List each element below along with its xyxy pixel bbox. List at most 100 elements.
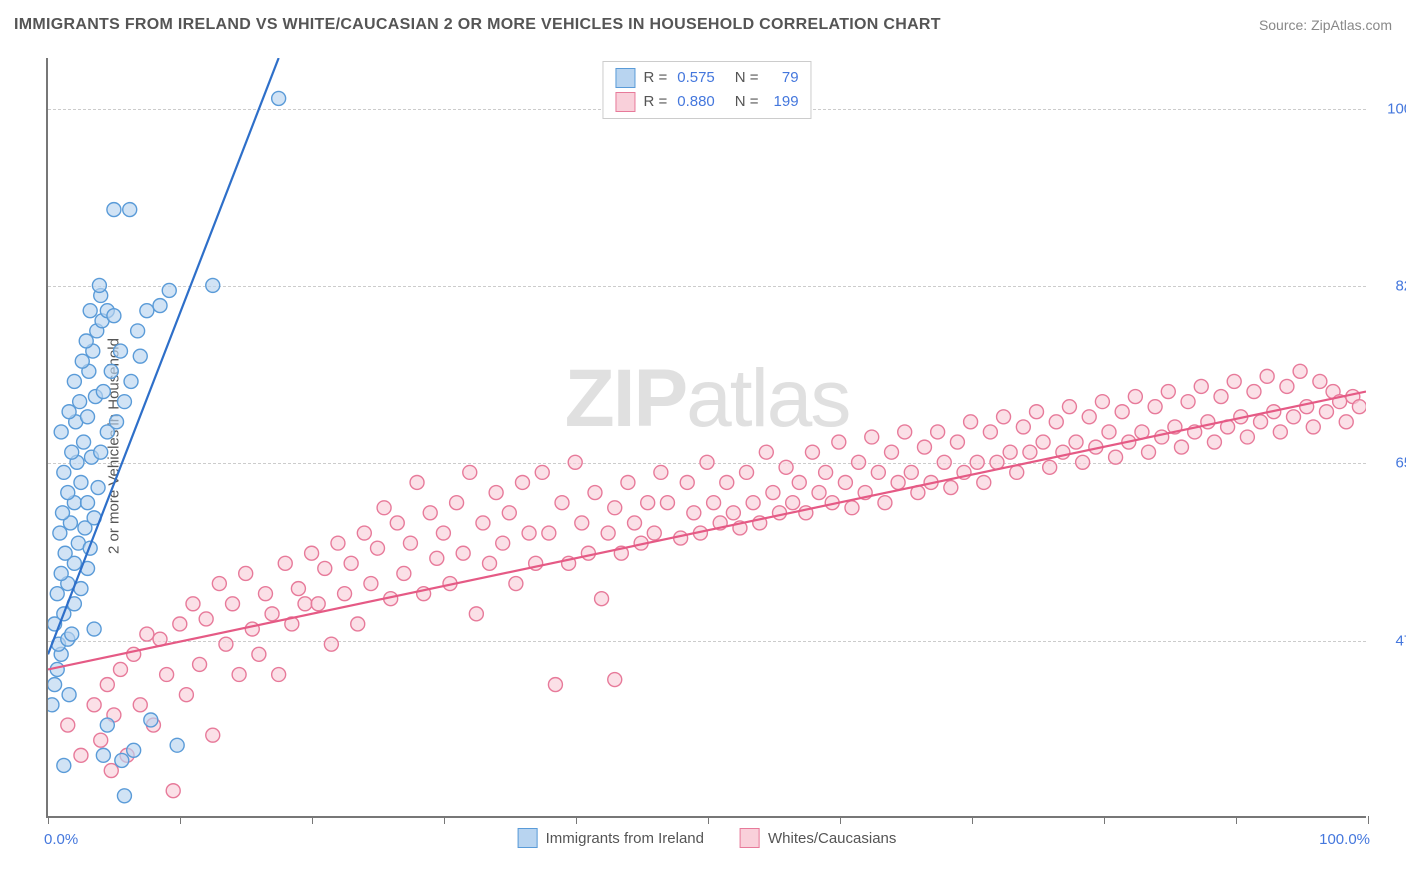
data-point [140, 304, 154, 318]
data-point [390, 516, 404, 530]
x-tick [1236, 816, 1237, 824]
data-point [117, 789, 131, 803]
data-point [48, 678, 62, 692]
data-point [65, 627, 79, 641]
data-point [226, 597, 240, 611]
data-point [410, 475, 424, 489]
data-point [845, 501, 859, 515]
data-point [1102, 425, 1116, 439]
data-point [687, 506, 701, 520]
data-point [87, 698, 101, 712]
data-point [885, 445, 899, 459]
data-point [298, 597, 312, 611]
data-point [278, 556, 292, 570]
y-tick-label: 65.0% [1374, 455, 1406, 472]
data-point [50, 587, 64, 601]
data-point [206, 278, 220, 292]
data-point [1194, 379, 1208, 393]
data-point [1339, 415, 1353, 429]
data-point [114, 662, 128, 676]
data-point [65, 445, 79, 459]
data-point [397, 566, 411, 580]
data-point [324, 637, 338, 651]
data-point [1115, 405, 1129, 419]
data-point [96, 385, 110, 399]
data-point [1062, 400, 1076, 414]
data-point [509, 577, 523, 591]
data-point [575, 516, 589, 530]
data-point [1306, 420, 1320, 434]
x-tick [1368, 816, 1369, 824]
data-point [351, 617, 365, 631]
data-point [1049, 415, 1063, 429]
data-point [364, 577, 378, 591]
data-point [62, 688, 76, 702]
data-point [1280, 379, 1294, 393]
data-point [96, 748, 110, 762]
data-point [1082, 410, 1096, 424]
data-point [124, 374, 138, 388]
data-point [179, 688, 193, 702]
data-point [1030, 405, 1044, 419]
data-point [239, 566, 253, 580]
data-point [601, 526, 615, 540]
y-tick-label: 82.5% [1374, 278, 1406, 295]
chart-source: Source: ZipAtlas.com [1259, 17, 1392, 33]
data-point [344, 556, 358, 570]
data-point [522, 526, 536, 540]
data-point [1148, 400, 1162, 414]
data-point [1069, 435, 1083, 449]
data-point [206, 728, 220, 742]
data-point [535, 465, 549, 479]
x-tick [444, 816, 445, 824]
data-point [608, 501, 622, 515]
data-point [608, 673, 622, 687]
data-point [568, 455, 582, 469]
data-point [654, 465, 668, 479]
data-point [104, 364, 118, 378]
legend-bottom-swatch-blue [518, 828, 538, 848]
data-point [79, 334, 93, 348]
data-point [74, 475, 88, 489]
data-point [1313, 374, 1327, 388]
data-point [456, 546, 470, 560]
data-point [1155, 430, 1169, 444]
data-point [964, 415, 978, 429]
data-point [595, 592, 609, 606]
x-tick [1104, 816, 1105, 824]
data-point [160, 668, 174, 682]
data-point [58, 546, 72, 560]
data-point [67, 374, 81, 388]
data-point [1273, 425, 1287, 439]
data-point [62, 405, 76, 419]
data-point [759, 445, 773, 459]
data-point [54, 425, 68, 439]
x-tick [972, 816, 973, 824]
y-tick-label: 47.5% [1374, 632, 1406, 649]
data-point [1207, 435, 1221, 449]
data-point [931, 425, 945, 439]
data-point [937, 455, 951, 469]
data-point [1128, 390, 1142, 404]
data-point [792, 475, 806, 489]
data-point [489, 486, 503, 500]
data-point [819, 465, 833, 479]
data-point [265, 607, 279, 621]
data-point [1214, 390, 1228, 404]
data-point [1181, 395, 1195, 409]
data-point [1293, 364, 1307, 378]
data-point [786, 496, 800, 510]
x-tick [48, 816, 49, 824]
data-point [133, 349, 147, 363]
data-point [871, 465, 885, 479]
data-point [904, 465, 918, 479]
data-point [838, 475, 852, 489]
data-point [1300, 400, 1314, 414]
data-point [1254, 415, 1268, 429]
data-point [1142, 445, 1156, 459]
data-point [258, 587, 272, 601]
data-point [542, 526, 556, 540]
data-point [133, 698, 147, 712]
data-point [977, 475, 991, 489]
legend-swatch-pink [615, 92, 635, 112]
